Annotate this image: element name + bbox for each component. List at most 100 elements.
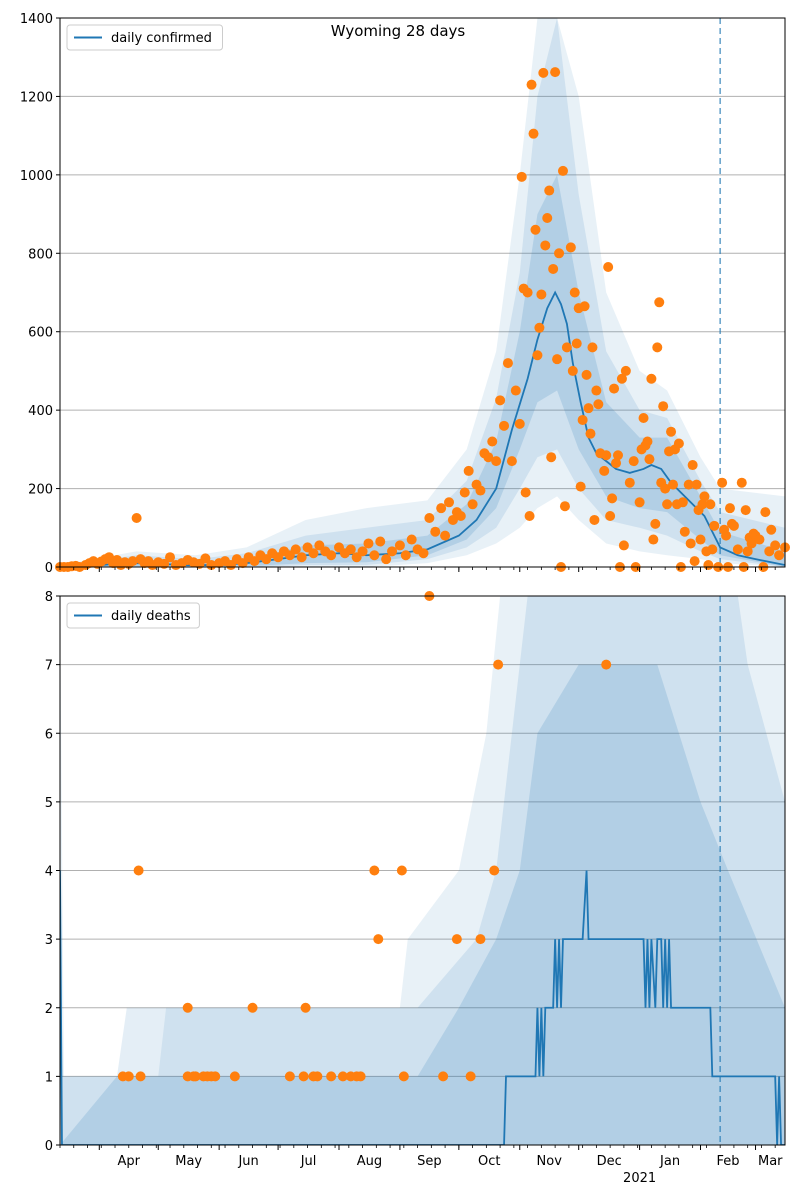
data-point: [200, 553, 211, 564]
data-point: [206, 560, 217, 571]
data-point: [475, 934, 486, 945]
data-point: [524, 511, 535, 522]
data-point: [624, 477, 635, 488]
data-point: [569, 287, 580, 298]
data-point: [190, 1071, 201, 1082]
data-point: [520, 487, 531, 498]
uncertainty-band-outer: [60, 596, 785, 1145]
data-point: [620, 365, 631, 376]
data-point: [654, 297, 665, 308]
data-point: [483, 452, 494, 463]
data-point: [668, 479, 679, 490]
data-point: [760, 507, 771, 518]
data-point: [691, 479, 702, 490]
data-point: [418, 548, 429, 559]
legend-box: [66, 24, 223, 51]
data-point: [375, 536, 386, 547]
data-point: [554, 248, 565, 259]
data-point: [355, 1071, 366, 1082]
legend-label: daily confirmed: [111, 31, 212, 46]
data-point: [182, 1002, 193, 1013]
data-point: [581, 369, 592, 380]
uncertainty-band-mid: [60, 18, 785, 567]
data-point: [542, 212, 553, 223]
x-tick-label: Jul: [300, 1154, 317, 1169]
data-point: [326, 550, 337, 561]
data-point: [628, 456, 639, 467]
legend-box: [66, 602, 200, 629]
data-point: [585, 428, 596, 439]
data-point: [695, 534, 706, 545]
data-point: [159, 558, 170, 569]
data-point: [312, 1071, 323, 1082]
data-point: [705, 499, 716, 510]
data-point: [430, 526, 441, 537]
data-point: [652, 342, 663, 353]
data-point: [591, 385, 602, 396]
data-point: [687, 460, 698, 471]
data-point: [300, 1002, 311, 1013]
data-point: [603, 262, 614, 273]
data-point: [357, 546, 368, 557]
data-point: [766, 524, 777, 535]
data-point: [210, 1071, 221, 1082]
data-point: [658, 401, 669, 412]
data-point: [165, 552, 176, 563]
data-point: [742, 546, 753, 557]
series-line: [60, 870, 785, 1145]
x-year-label: 2021: [623, 1171, 656, 1186]
data-point: [436, 503, 447, 514]
data-point: [489, 865, 500, 876]
data-point: [683, 479, 694, 490]
data-point: [548, 263, 559, 274]
x-tick-label: Mar: [758, 1154, 783, 1169]
legend: daily deaths: [66, 602, 200, 629]
data-point: [135, 1071, 146, 1082]
data-point: [616, 373, 627, 384]
data-point: [609, 383, 620, 394]
data-point: [717, 477, 728, 488]
data-point: [618, 540, 629, 551]
uncertainty-band-inner: [60, 664, 785, 1145]
data-point: [697, 499, 708, 510]
data-point: [127, 556, 138, 567]
data-point: [394, 540, 405, 551]
data-point: [369, 550, 380, 561]
x-tick-label: Jan: [659, 1154, 680, 1169]
data-point: [587, 342, 598, 353]
data-point: [552, 354, 563, 365]
data-point: [491, 456, 502, 467]
data-point: [577, 414, 588, 425]
y-tick-label: 0: [45, 561, 53, 576]
y-tick-label: 0: [45, 1139, 53, 1154]
data-point: [644, 454, 655, 465]
data-point: [463, 465, 474, 476]
data-point: [561, 342, 572, 353]
data-point: [387, 546, 398, 557]
data-point: [634, 497, 645, 508]
data-point: [679, 526, 690, 537]
data-point: [662, 499, 673, 510]
y-tick-label: 2: [45, 1002, 53, 1017]
data-point: [475, 485, 486, 496]
y-tick-label: 1200: [20, 90, 53, 105]
data-point: [369, 865, 380, 876]
data-point: [438, 1071, 449, 1082]
data-point: [536, 289, 547, 300]
data-point: [709, 520, 720, 531]
data-point: [721, 530, 732, 541]
data-point: [601, 659, 612, 670]
x-tick-label: Dec: [597, 1154, 622, 1169]
data-point: [516, 171, 527, 182]
data-point: [499, 420, 510, 431]
data-point: [381, 554, 392, 565]
data-point: [363, 538, 374, 549]
data-point: [465, 1071, 476, 1082]
uncertainty-band-outer: [60, 18, 785, 567]
data-point: [599, 465, 610, 476]
data-point: [774, 550, 785, 561]
data-point: [510, 385, 521, 396]
data-point: [673, 438, 684, 449]
data-point: [685, 538, 696, 549]
